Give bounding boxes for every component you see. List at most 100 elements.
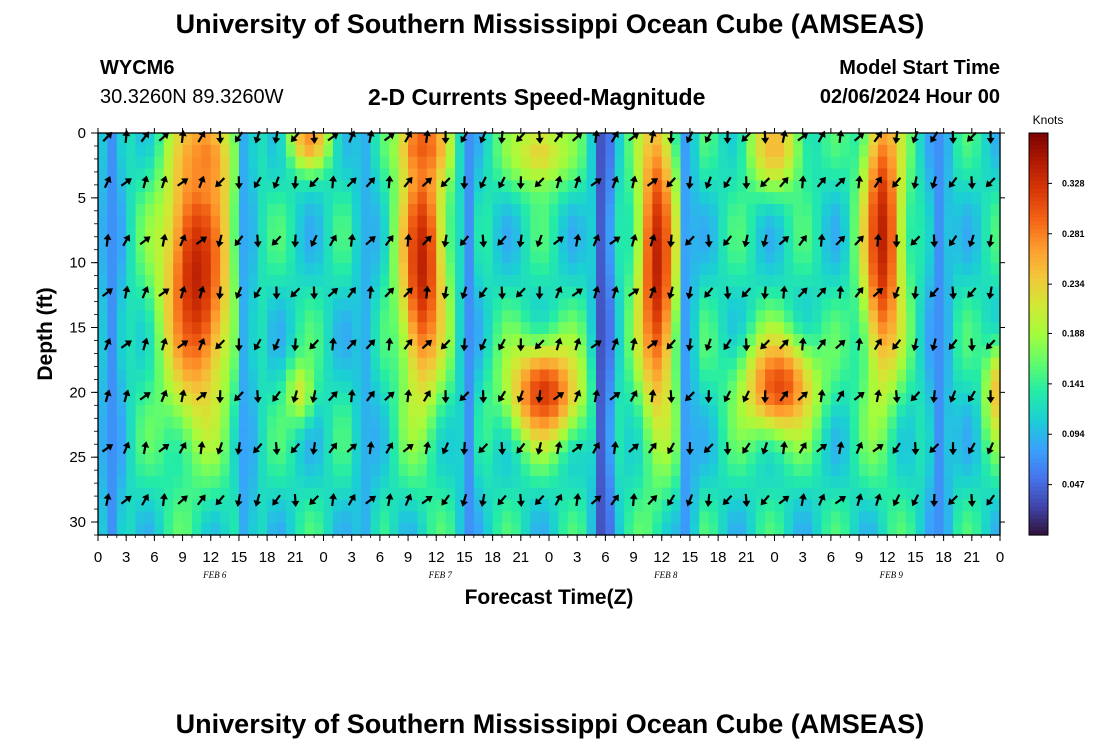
heatmap-cell [323,487,334,501]
heatmap-cell [605,180,616,193]
heatmap-cell [736,144,747,158]
heatmap-cell [285,428,296,442]
heatmap-cell [285,464,296,477]
heatmap-cell [417,274,428,288]
colorbar-swatch [1029,418,1048,424]
heatmap-cell [154,203,165,217]
x-tick-label: 0 [94,549,102,566]
heatmap-cell [661,334,672,347]
heatmap-cell [445,487,456,501]
heatmap-cell [708,251,719,264]
heatmap-cell [840,263,851,276]
heatmap-cell [812,511,823,524]
heatmap-cell [671,227,682,241]
heatmap-cell [812,487,823,501]
heatmap-cell [116,298,127,311]
heatmap-cell [727,192,738,205]
heatmap-cell [201,369,212,382]
heatmap-cell [379,499,390,512]
heatmap-cell [567,192,578,205]
heatmap-cell [304,322,315,335]
heatmap-cell [793,499,804,512]
heatmap-cell [614,239,625,252]
heatmap-cell [135,274,146,288]
heatmap-cell [116,357,127,371]
heatmap-cell [624,203,635,217]
heatmap-cell [229,227,240,241]
heatmap-cell [755,156,766,170]
heatmap-cell [276,440,287,453]
heatmap-cell [417,156,428,170]
heatmap-cell [144,239,155,252]
heatmap-cell [558,310,569,323]
heatmap-cell [126,357,137,371]
heatmap-cell [276,475,287,489]
heatmap-cell [116,192,127,205]
current-arrow [141,175,150,189]
heatmap-cell [755,393,766,406]
heatmap-cell [783,263,794,276]
heatmap-cell [624,369,635,382]
heatmap-cell [351,345,362,359]
heatmap-cell [906,227,917,241]
heatmap-cell [783,369,794,382]
heatmap-cell [727,345,738,359]
heatmap-cell [163,334,174,347]
heatmap-cell [774,511,785,524]
heatmap-cell [464,452,475,465]
heatmap-cell [877,156,888,170]
current-arrow [949,442,957,456]
heatmap-cell [830,523,841,536]
heatmap-cell [887,180,898,193]
heatmap-cell [633,345,644,359]
heatmap-cell [708,523,719,536]
heatmap-cell [483,133,494,146]
heatmap-cell [295,511,306,524]
heatmap-cell [398,144,409,158]
heatmap-cell [285,357,296,371]
heatmap-cell [953,274,964,288]
heatmap-cell [304,239,315,252]
heatmap-cell [182,357,193,371]
heatmap-cell [774,310,785,323]
current-arrow [854,235,864,246]
heatmap-cell [614,475,625,489]
heatmap-cell [614,180,625,193]
heatmap-cell [285,393,296,406]
colorbar-tick-label: 0.094 [1062,429,1085,439]
heatmap-cell [332,464,343,477]
heatmap-cell [98,227,108,241]
heatmap-cell [116,227,127,241]
heatmap-cell [577,487,588,501]
current-arrow [498,442,507,456]
heatmap-cell [981,168,992,181]
heatmap-cell [783,298,794,311]
heatmap-cell [173,180,184,193]
heatmap-cell [135,511,146,524]
heatmap-cell [915,452,926,465]
heatmap-cell [736,227,747,241]
heatmap-cell [304,227,315,241]
heatmap-cell [746,133,757,146]
heatmap-cell [520,286,531,300]
heatmap-cell [793,192,804,205]
heatmap-cell [614,133,625,146]
current-arrow [234,176,243,190]
current-arrow [592,234,601,247]
heatmap-cell [840,168,851,181]
heatmap-cell [821,168,832,181]
heatmap-cell [680,511,691,524]
heatmap-cell [783,464,794,477]
heatmap-cell [783,452,794,465]
heatmap-cell [539,464,550,477]
heatmap-cell [577,511,588,524]
heatmap-cell [257,133,268,146]
heatmap-cell [351,310,362,323]
heatmap-cell [520,428,531,442]
heatmap-cell [990,393,1001,406]
current-arrow [309,339,320,350]
heatmap-cell [436,239,447,252]
heatmap-cell [774,203,785,217]
heatmap-cell [971,345,982,359]
heatmap-cell [398,298,409,311]
